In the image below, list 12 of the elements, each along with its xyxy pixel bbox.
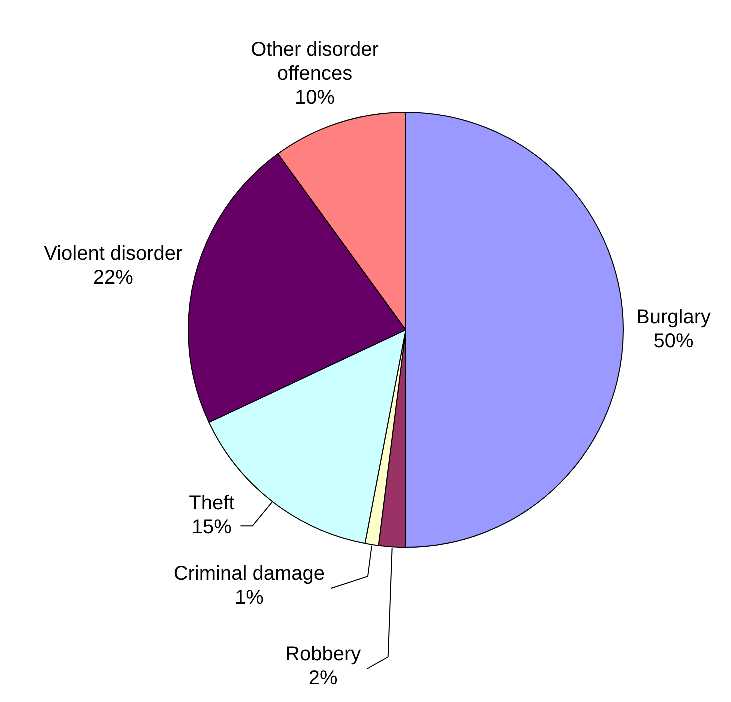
slice-label: Criminal damage xyxy=(174,563,325,586)
data-label: 10% xyxy=(294,87,336,110)
data-label: 15% xyxy=(192,516,232,539)
slice-label: Violent disorder xyxy=(44,243,184,266)
slice-label: Theft xyxy=(189,492,236,515)
data-label: 2% xyxy=(308,668,338,690)
data-label: 22% xyxy=(93,267,134,290)
slice-label: Robbery xyxy=(286,644,362,666)
data-label: 50% xyxy=(654,330,694,353)
data-label: 1% xyxy=(234,587,264,610)
slice-label: Other disorder offences xyxy=(251,39,380,86)
slice-label: Burglary xyxy=(636,306,712,329)
